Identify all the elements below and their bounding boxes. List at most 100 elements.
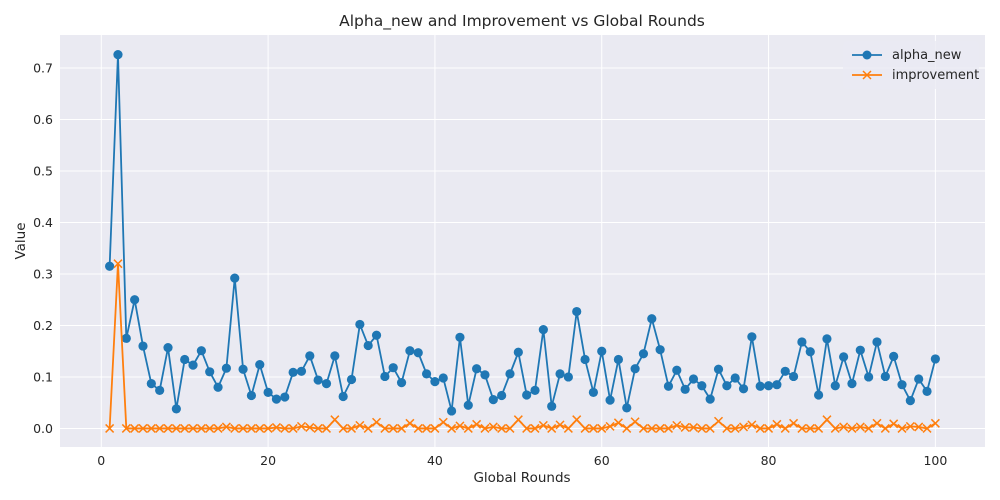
- data-point-improvement: [213, 423, 223, 433]
- data-point-alpha-new: [588, 387, 598, 398]
- data-point-alpha-new: [246, 390, 257, 401]
- data-point-alpha-new: [522, 390, 532, 400]
- y-tick-label: 0.0: [33, 421, 53, 436]
- data-point-alpha-new: [205, 367, 215, 377]
- data-point-alpha-new: [163, 343, 173, 353]
- data-point-improvement: [889, 419, 899, 429]
- plot-background: [60, 35, 985, 447]
- data-point-alpha-new: [447, 406, 457, 416]
- data-point-improvement: [805, 423, 815, 433]
- data-point-improvement: [764, 423, 774, 433]
- data-point-alpha-new: [855, 345, 865, 355]
- data-point-improvement: [130, 423, 140, 433]
- data-point-alpha-new: [555, 369, 565, 379]
- data-point-improvement: [196, 423, 206, 433]
- data-point-alpha-new: [697, 381, 707, 391]
- data-point-improvement: [830, 423, 840, 433]
- data-point-alpha-new: [271, 394, 282, 404]
- data-point-improvement: [622, 423, 632, 433]
- data-point-improvement: [238, 423, 248, 433]
- data-point-alpha-new: [413, 348, 423, 358]
- data-point-alpha-new: [538, 324, 548, 335]
- data-point-alpha-new: [305, 351, 315, 361]
- data-point-improvement: [864, 423, 874, 433]
- data-point-improvement: [230, 423, 240, 433]
- data-point-improvement: [271, 422, 281, 432]
- x-tick-label: 0: [97, 453, 105, 468]
- data-point-improvement: [655, 423, 665, 433]
- data-point-alpha-new: [780, 366, 790, 376]
- data-point-alpha-new: [438, 373, 448, 383]
- data-point-improvement: [221, 422, 231, 432]
- data-point-improvement: [730, 423, 740, 433]
- data-point-alpha-new: [630, 364, 640, 374]
- data-point-improvement: [647, 423, 657, 433]
- data-point-improvement: [839, 422, 849, 432]
- y-tick-label: 0.2: [33, 318, 53, 333]
- data-point-alpha-new: [188, 360, 198, 370]
- data-point-improvement: [505, 423, 515, 433]
- data-point-improvement: [388, 423, 398, 433]
- data-point-alpha-new: [864, 372, 874, 382]
- data-point-improvement: [288, 423, 298, 433]
- data-point-improvement: [814, 423, 824, 433]
- data-point-alpha-new: [363, 340, 373, 351]
- data-point-alpha-new: [505, 369, 515, 379]
- y-tick-label: 0.7: [33, 60, 53, 75]
- data-point-improvement: [588, 423, 598, 433]
- y-tick-label: 0.4: [33, 215, 53, 230]
- data-point-alpha-new: [113, 49, 123, 60]
- data-point-improvement: [488, 422, 498, 432]
- data-point-improvement: [380, 423, 390, 433]
- data-point-improvement: [547, 423, 557, 433]
- data-point-improvement: [922, 423, 932, 433]
- y-tick-label: 0.1: [33, 369, 53, 384]
- data-point-alpha-new: [380, 371, 390, 382]
- chart-title: Alpha_new and Improvement vs Global Roun…: [339, 12, 705, 31]
- data-point-improvement: [105, 423, 115, 433]
- data-point-alpha-new: [280, 392, 290, 402]
- data-point-improvement: [163, 423, 173, 433]
- data-point-alpha-new: [530, 385, 540, 395]
- x-tick-label: 60: [594, 453, 610, 468]
- data-point-alpha-new: [730, 373, 740, 383]
- data-point-improvement: [638, 423, 648, 433]
- data-point-alpha-new: [772, 380, 782, 390]
- data-point-alpha-new: [847, 379, 857, 389]
- data-point-improvement: [563, 423, 573, 433]
- data-point-alpha-new: [930, 354, 940, 364]
- data-point-improvement: [914, 422, 924, 432]
- data-point-alpha-new: [371, 330, 382, 340]
- data-point-alpha-new: [480, 370, 490, 380]
- data-point-alpha-new: [463, 400, 473, 410]
- data-point-improvement: [280, 423, 290, 433]
- data-point-alpha-new: [455, 332, 465, 342]
- y-tick-label: 0.3: [33, 266, 53, 281]
- x-tick-label: 20: [260, 453, 276, 468]
- data-point-alpha-new: [288, 367, 298, 377]
- data-point-alpha-new: [680, 384, 690, 394]
- data-point-improvement: [605, 421, 615, 431]
- data-point-improvement: [522, 423, 532, 433]
- data-point-improvement: [530, 423, 540, 433]
- data-point-alpha-new: [355, 319, 365, 330]
- data-point-alpha-new: [597, 346, 607, 356]
- y-tick-label: 0.5: [33, 163, 53, 178]
- data-point-improvement: [205, 423, 215, 433]
- data-point-alpha-new: [196, 346, 206, 356]
- data-point-alpha-new: [663, 381, 674, 391]
- data-point-alpha-new: [330, 351, 340, 361]
- x-tick-label: 100: [923, 453, 947, 468]
- y-ticks: 0.0 0.1 0.2 0.3 0.4 0.5 0.6 0.7: [33, 60, 53, 436]
- legend-label-improvement: improvement: [892, 68, 979, 83]
- data-point-improvement: [455, 421, 465, 431]
- data-point-improvement: [697, 423, 707, 433]
- data-point-alpha-new: [130, 295, 140, 305]
- data-point-improvement: [613, 418, 623, 428]
- data-point-alpha-new: [713, 364, 724, 374]
- data-point-alpha-new: [755, 381, 765, 391]
- data-point-improvement: [397, 423, 407, 433]
- data-point-improvement: [555, 420, 565, 430]
- x-tick-label: 40: [427, 453, 443, 468]
